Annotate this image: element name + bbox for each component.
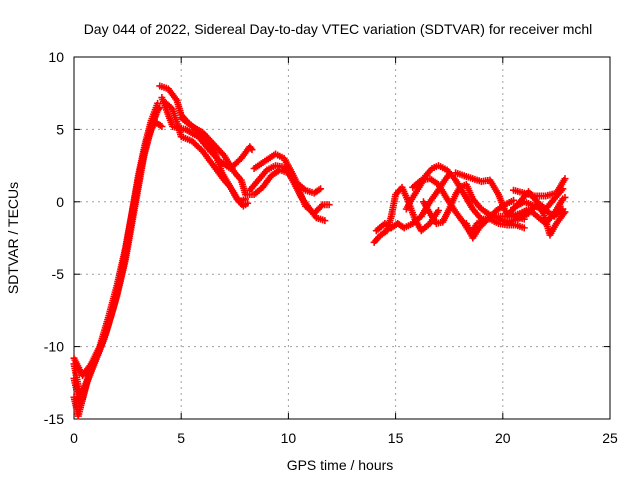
data-point — [561, 175, 569, 183]
data-point — [248, 146, 256, 154]
data-point — [561, 193, 569, 201]
x-tick-label: 25 — [602, 430, 618, 446]
data-point — [510, 196, 518, 204]
data-point — [561, 208, 569, 216]
x-axis-label: GPS time / hours — [287, 457, 394, 473]
data-point — [325, 201, 333, 209]
series-track-4 — [70, 99, 162, 380]
y-tick-label: -15 — [44, 411, 64, 427]
chart-title: Day 044 of 2022, Sidereal Day-to-day VTE… — [84, 21, 593, 37]
data-point — [317, 185, 325, 193]
x-tick-label: 20 — [495, 430, 511, 446]
data-point — [321, 217, 329, 225]
x-tick-label: 0 — [70, 430, 78, 446]
data-point — [158, 123, 166, 131]
series-track-7 — [162, 99, 252, 210]
series-track-10 — [246, 162, 333, 217]
data-point — [560, 209, 568, 217]
series-track-3 — [70, 111, 159, 401]
series-track-2 — [70, 118, 166, 411]
y-tick-label: 0 — [56, 194, 64, 210]
data-point — [520, 224, 528, 232]
y-tick-label: 5 — [56, 121, 64, 137]
grid — [74, 57, 610, 419]
series-track-22 — [505, 185, 567, 217]
data-point — [559, 185, 567, 193]
axis-ticks: 0 5 10 15 20 25 -15 -10 -5 0 5 10 — [44, 49, 618, 446]
x-tick-label: 15 — [388, 430, 404, 446]
data-point — [244, 199, 252, 207]
x-tick-label: 10 — [281, 430, 297, 446]
data-point — [154, 99, 162, 107]
x-tick-label: 5 — [177, 430, 185, 446]
data-point — [247, 144, 255, 152]
y-axis-label: SDTVAR / TECUs — [5, 182, 21, 294]
data-marks — [70, 82, 569, 420]
y-tick-label: -10 — [44, 339, 64, 355]
data-point — [317, 202, 325, 210]
y-tick-label: -5 — [52, 266, 65, 282]
y-tick-label: 10 — [48, 49, 64, 65]
series-track-17 — [462, 196, 518, 242]
data-point — [434, 206, 442, 214]
plot-frame — [73, 56, 611, 420]
